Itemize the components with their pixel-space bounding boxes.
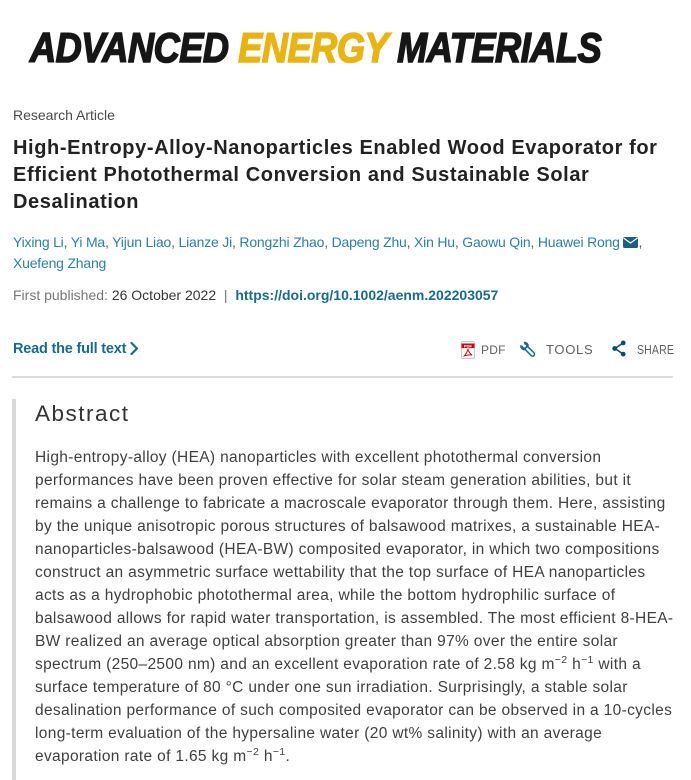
svg-text:PDF: PDF [464, 344, 473, 349]
